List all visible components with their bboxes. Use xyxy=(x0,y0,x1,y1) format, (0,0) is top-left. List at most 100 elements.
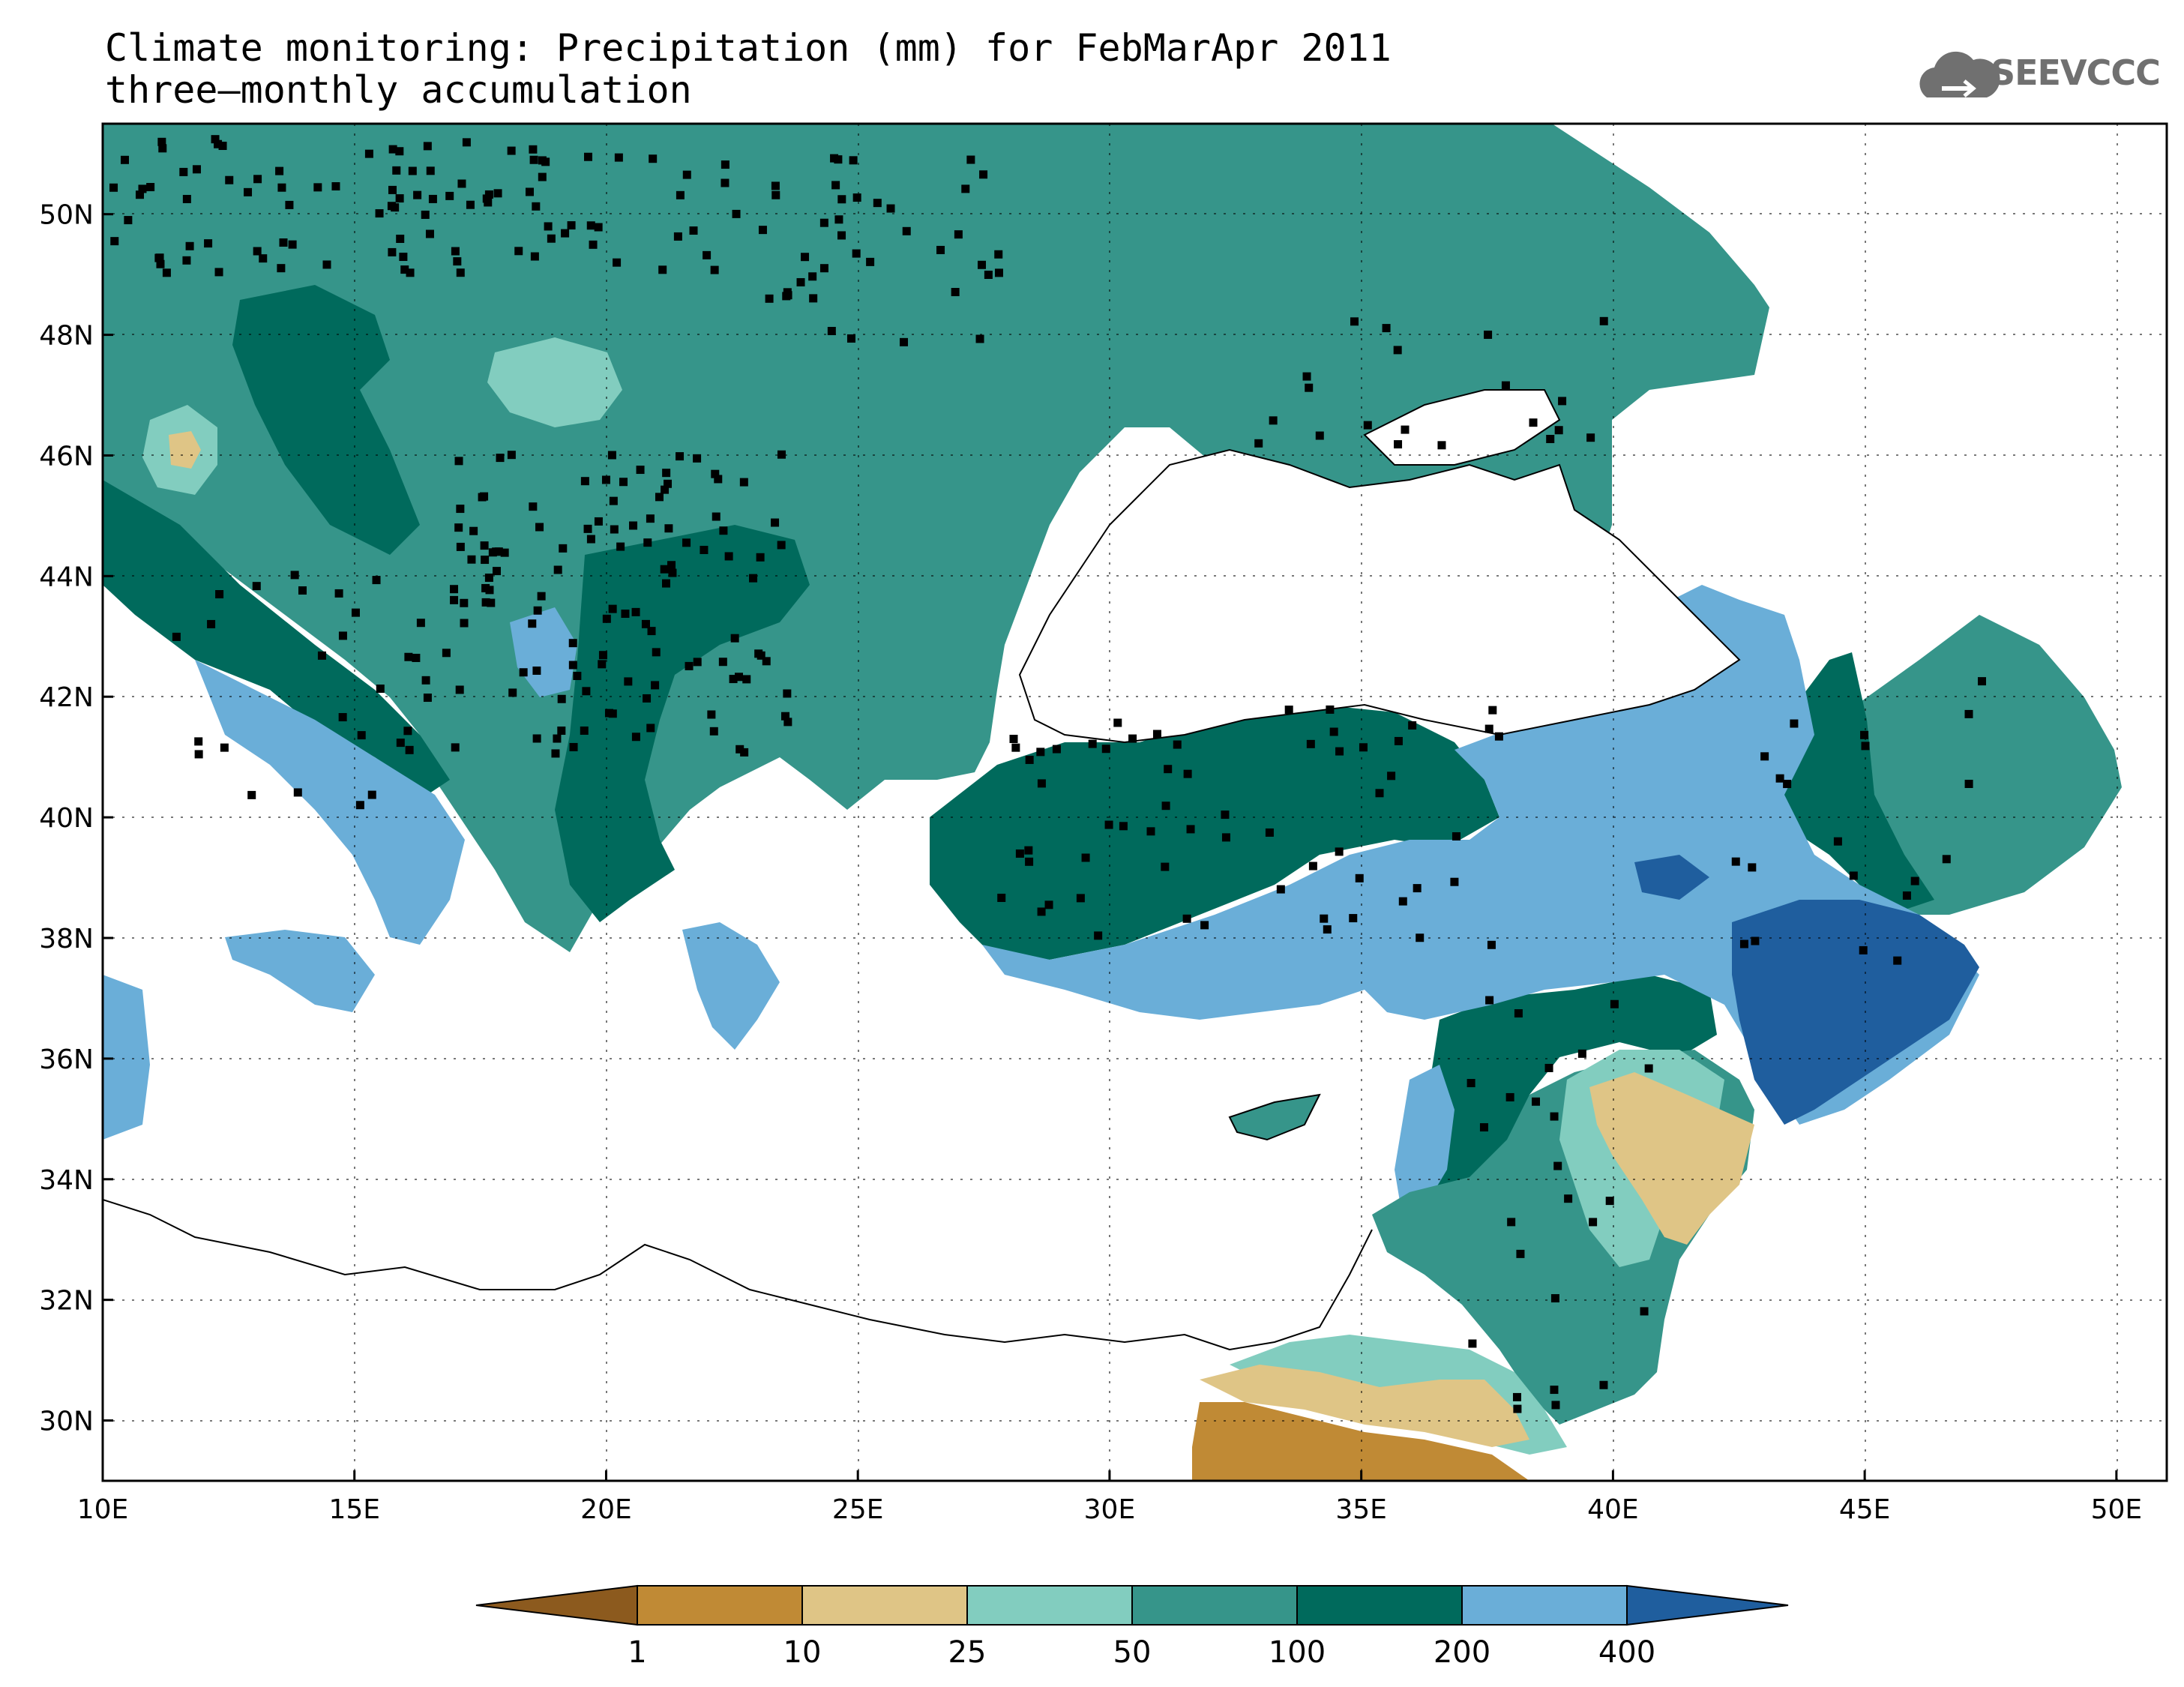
station-marker xyxy=(765,294,774,303)
station-marker xyxy=(1942,855,1951,864)
station-marker xyxy=(158,144,167,153)
station-marker xyxy=(1335,847,1344,856)
station-marker xyxy=(827,326,836,335)
station-marker xyxy=(277,183,286,192)
station-marker xyxy=(801,253,810,262)
station-marker xyxy=(783,689,792,698)
station-marker xyxy=(215,590,224,599)
station-marker xyxy=(1037,907,1046,916)
station-marker xyxy=(357,731,366,740)
station-marker xyxy=(664,524,673,533)
station-marker xyxy=(396,234,405,243)
station-marker xyxy=(110,237,119,246)
station-marker xyxy=(1437,441,1446,450)
station-marker xyxy=(852,249,861,258)
station-marker xyxy=(598,660,607,669)
station-marker xyxy=(1375,789,1384,798)
station-marker xyxy=(609,496,618,505)
station-marker xyxy=(1505,1092,1514,1101)
lat-tick-label: 32N xyxy=(39,1286,94,1317)
station-marker xyxy=(1644,1064,1653,1073)
station-marker xyxy=(192,165,201,174)
station-marker xyxy=(1306,739,1315,748)
longitude-labels: 10E 15E 20E 25E 30E 35E 40E 45E 50E xyxy=(77,1494,2142,1525)
station-marker xyxy=(279,238,288,247)
station-marker xyxy=(658,265,667,274)
station-marker xyxy=(647,627,656,636)
station-marker xyxy=(423,142,432,151)
field-100-200-alps xyxy=(232,285,420,555)
station-marker xyxy=(714,475,723,484)
station-marker xyxy=(500,548,509,557)
station-marker xyxy=(481,583,490,592)
station-marker xyxy=(275,166,284,175)
station-marker xyxy=(710,265,719,274)
station-marker xyxy=(313,183,322,192)
station-marker xyxy=(423,694,432,703)
lat-tick-label: 30N xyxy=(39,1407,94,1437)
station-marker xyxy=(1329,727,1338,736)
station-marker xyxy=(480,541,489,550)
station-marker xyxy=(392,166,401,175)
station-marker xyxy=(481,556,490,565)
station-marker xyxy=(614,153,623,162)
station-marker xyxy=(425,229,434,238)
station-marker xyxy=(771,190,780,199)
station-marker xyxy=(1146,827,1155,836)
station-marker xyxy=(1025,857,1034,866)
field-200-400-italy xyxy=(195,660,465,945)
station-marker xyxy=(519,668,528,677)
station-marker xyxy=(636,466,645,475)
field-200-400-levant-coast xyxy=(1395,1065,1455,1215)
station-marker xyxy=(259,254,268,263)
station-marker xyxy=(462,138,471,147)
lat-tick-label: 50N xyxy=(39,200,94,231)
lat-tick-label: 48N xyxy=(39,321,94,352)
station-marker xyxy=(1488,706,1497,715)
lon-tick-label: 45E xyxy=(1839,1494,1891,1525)
station-marker xyxy=(364,149,373,158)
station-marker xyxy=(819,218,828,227)
station-marker xyxy=(1546,435,1555,444)
station-marker xyxy=(1037,779,1046,788)
station-marker xyxy=(1564,1194,1573,1203)
station-marker xyxy=(557,694,566,703)
station-marker xyxy=(1479,1123,1488,1132)
station-marker xyxy=(334,589,343,598)
field-100-200-italy xyxy=(103,480,450,795)
station-marker xyxy=(367,790,376,799)
station-marker xyxy=(735,745,744,754)
station-marker xyxy=(667,561,676,570)
station-marker xyxy=(613,258,622,267)
station-marker xyxy=(146,183,155,192)
station-marker xyxy=(547,234,556,243)
station-marker xyxy=(777,450,786,459)
station-marker xyxy=(719,526,728,535)
station-marker xyxy=(900,337,909,346)
lon-tick-label: 40E xyxy=(1587,1494,1639,1525)
station-marker xyxy=(1501,381,1510,390)
station-marker xyxy=(718,658,727,667)
station-marker xyxy=(207,619,216,628)
station-marker xyxy=(1161,862,1170,871)
station-marker xyxy=(1382,324,1391,333)
station-marker xyxy=(651,681,660,690)
station-marker xyxy=(182,256,191,265)
station-marker xyxy=(450,585,459,594)
station-marker xyxy=(1326,705,1335,714)
field-200-400-east-anatolia xyxy=(982,585,1979,1125)
station-marker xyxy=(376,685,385,694)
station-marker xyxy=(1015,849,1024,858)
station-marker xyxy=(403,727,412,736)
station-marker xyxy=(936,245,945,254)
station-marker xyxy=(721,160,729,169)
station-marker xyxy=(676,190,685,199)
station-marker xyxy=(1152,730,1161,739)
station-marker xyxy=(1200,921,1209,930)
station-marker xyxy=(388,185,397,194)
station-marker xyxy=(1494,732,1503,741)
station-marker xyxy=(387,202,396,211)
station-marker xyxy=(507,451,516,460)
station-marker xyxy=(460,598,469,607)
station-marker xyxy=(532,734,541,743)
